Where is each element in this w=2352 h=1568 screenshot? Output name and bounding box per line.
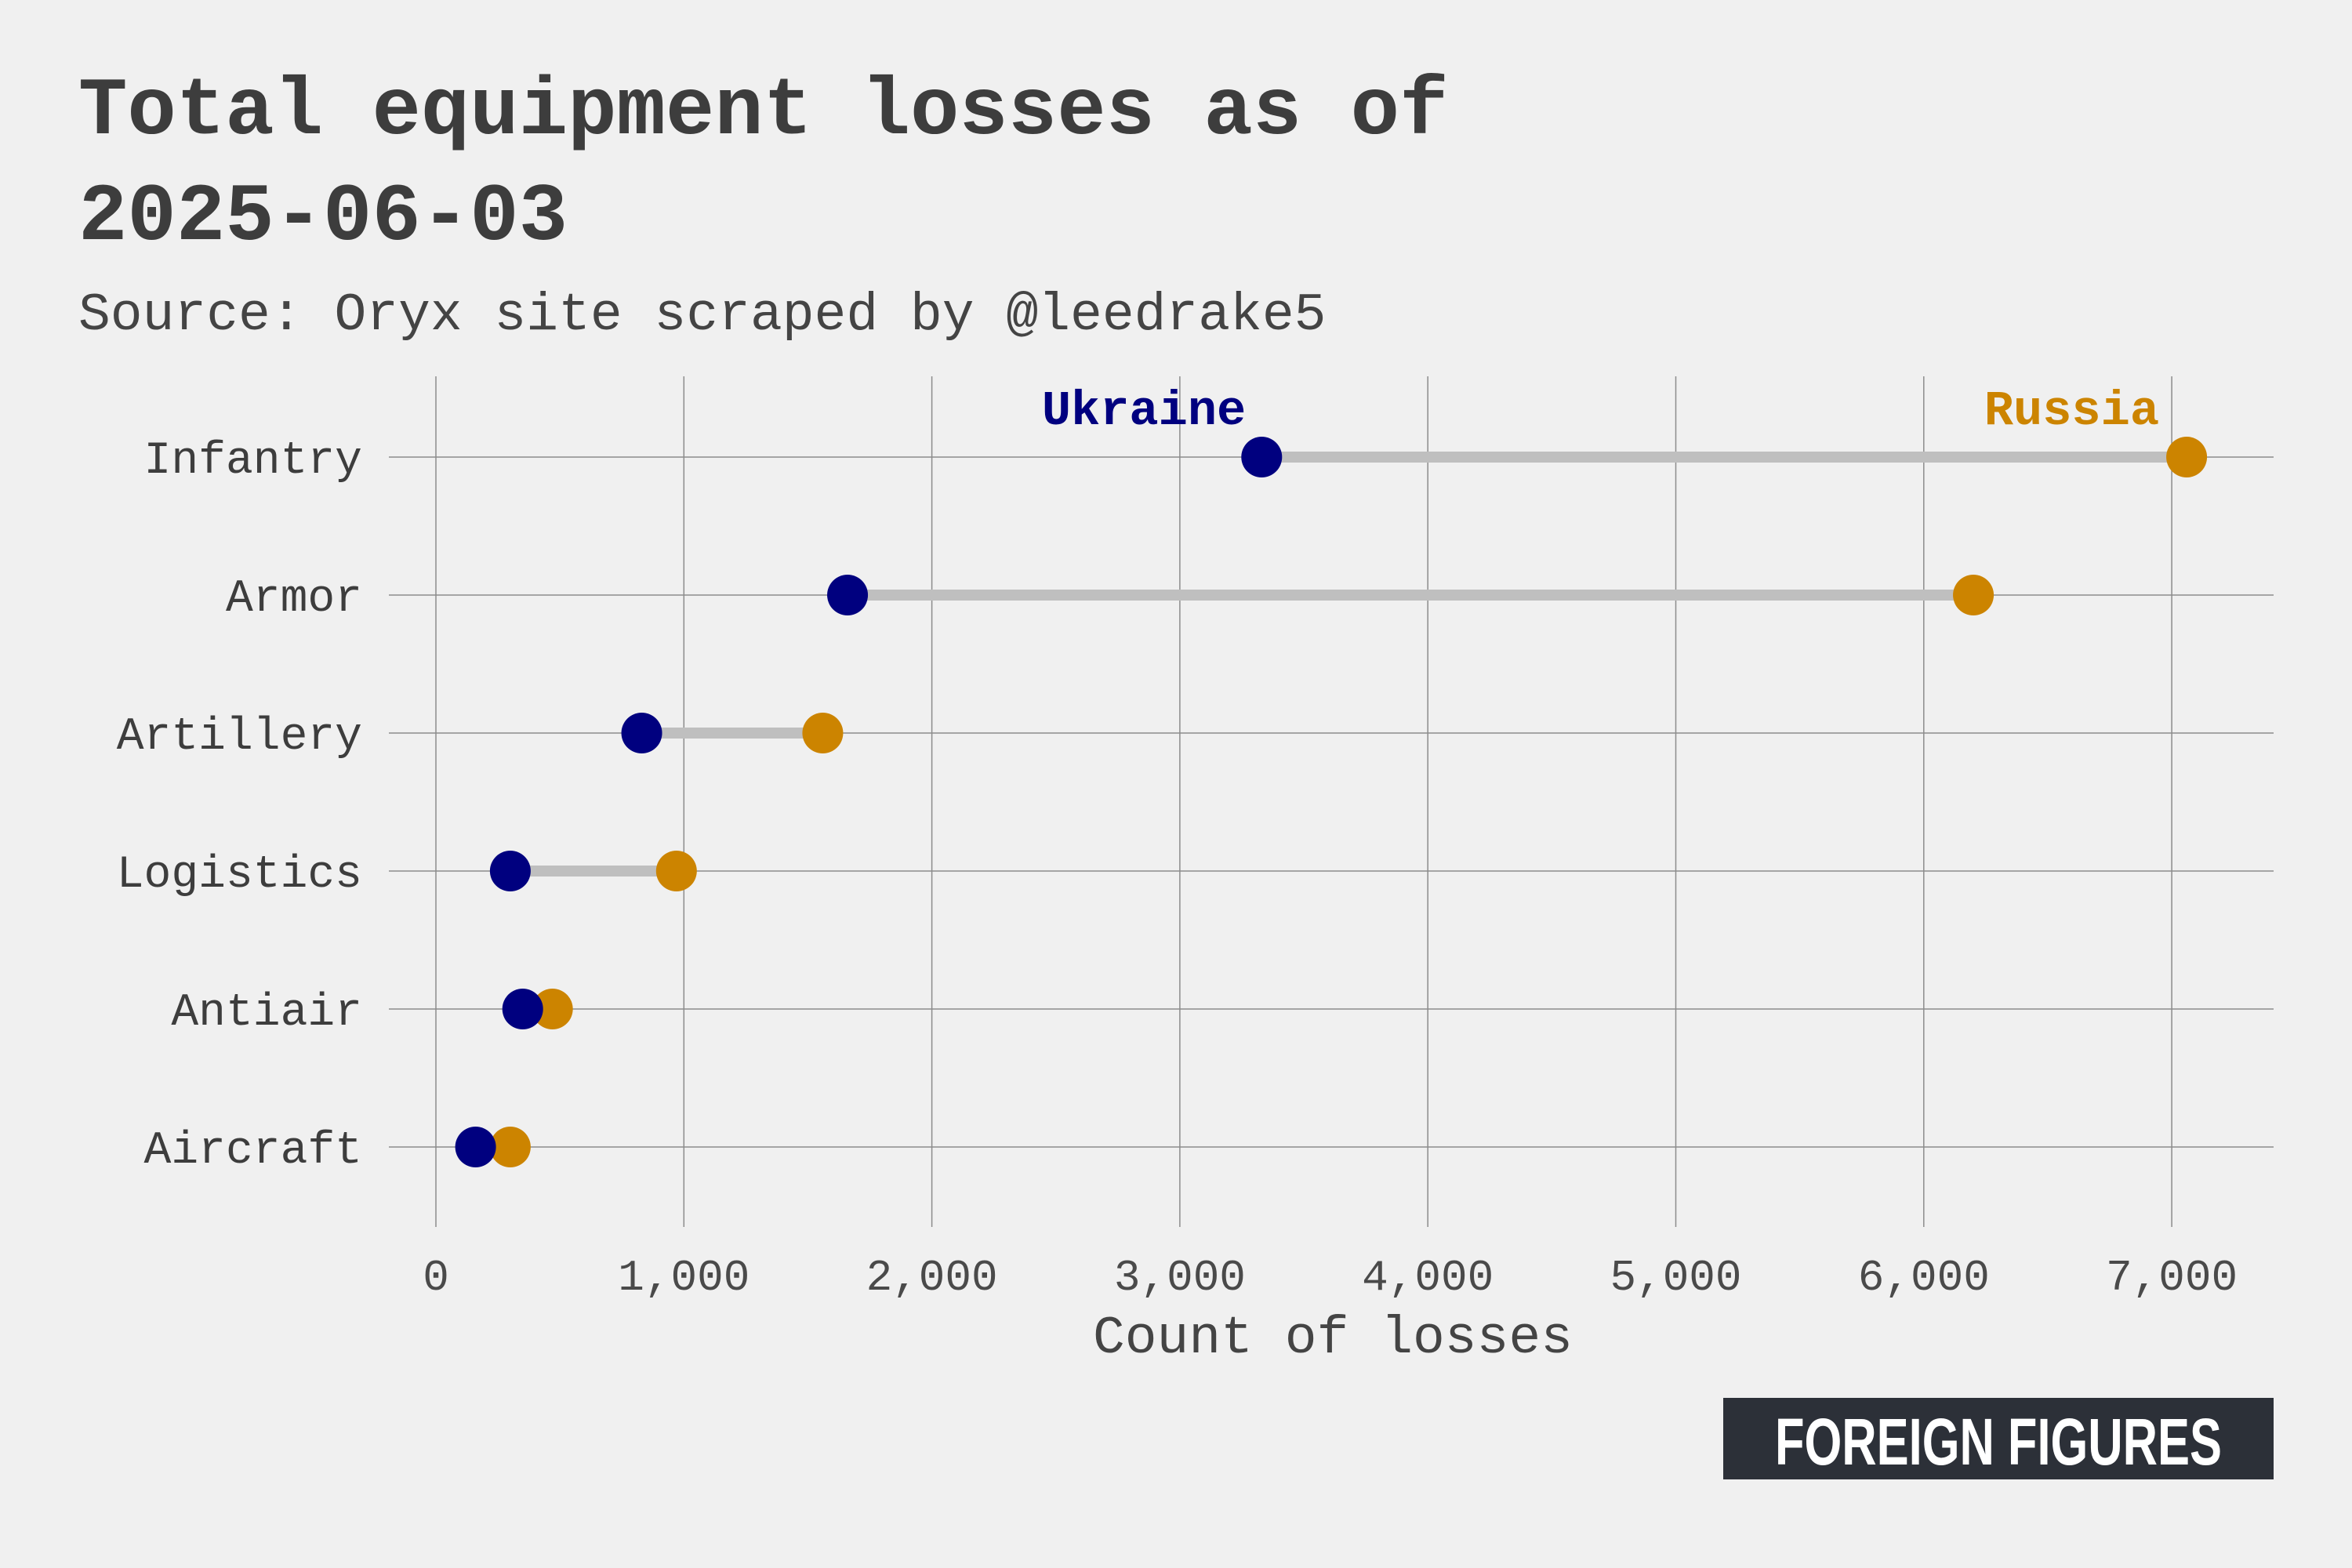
x-tick-label-7000: 7,000 [2106, 1253, 2238, 1303]
category-labels: Infantry Armor Artillery Logistics Antiair Ai… [117, 436, 362, 1177]
x-tick-label-0: 0 [423, 1253, 449, 1303]
x-axis-title: Count of losses [1093, 1308, 1573, 1369]
chart-title-line-2: 2025-06-03 [78, 172, 568, 264]
series-label-russia: Russia [1984, 383, 2159, 439]
point-russia-antiair [532, 989, 573, 1029]
point-russia-logistics [655, 851, 697, 891]
point-ukraine-logistics [489, 851, 531, 891]
point-ukraine-antiair [502, 989, 543, 1029]
category-label-antiair: Antiair [171, 988, 362, 1039]
x-tick-label-6000: 6,000 [1858, 1253, 1990, 1303]
point-russia-artillery [802, 713, 844, 753]
chart-title-line-1: Total equipment losses as of [78, 66, 1448, 158]
category-label-infantry: Infantry [144, 436, 362, 487]
connectors [475, 452, 2187, 1152]
category-label-armor: Armor [226, 574, 362, 625]
x-tick-label-1000: 1,000 [618, 1253, 750, 1303]
point-ukraine-aircraft [455, 1127, 496, 1167]
category-label-aircraft: Aircraft [144, 1126, 362, 1177]
point-russia-infantry [2166, 437, 2208, 477]
gridlines [389, 376, 2274, 1227]
point-russia-aircraft [489, 1127, 531, 1167]
logo-background [1723, 1398, 2274, 1479]
x-tick-label-5000: 5,000 [1610, 1253, 1741, 1303]
x-tick-label-3000: 3,000 [1114, 1253, 1246, 1303]
data-points [455, 437, 2208, 1167]
series-label-ukraine: Ukraine [1042, 383, 1246, 439]
foreign-figures-logo: FOREIGN FIGURES [1723, 1398, 2274, 1479]
x-tick-label-4000: 4,000 [1362, 1253, 1494, 1303]
category-label-logistics: Logistics [117, 850, 362, 901]
x-tick-labels: 0 1,000 2,000 3,000 4,000 5,000 6,000 7,000 [423, 1253, 2238, 1303]
point-ukraine-armor [827, 575, 869, 615]
category-label-artillery: Artillery [117, 712, 362, 763]
point-ukraine-artillery [621, 713, 662, 753]
point-ukraine-infantry [1241, 437, 1283, 477]
x-tick-label-2000: 2,000 [866, 1253, 998, 1303]
point-russia-armor [1953, 575, 1994, 615]
series-labels: Ukraine Russia [1042, 383, 2159, 439]
chart-subtitle: Source: Oryx site scraped by @leedrake5 [78, 285, 1326, 346]
logo-text: FOREIGN FIGURES [1775, 1405, 2222, 1479]
